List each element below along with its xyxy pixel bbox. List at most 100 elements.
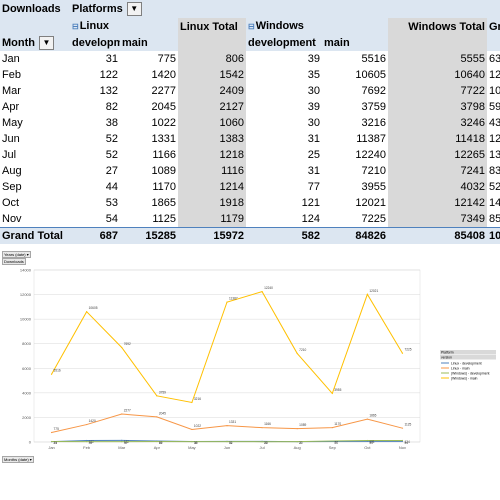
downloads-field-button[interactable]: Downloads: [2, 258, 26, 265]
linux-development-cell[interactable]: 31: [105, 53, 118, 65]
linux-main-cell[interactable]: 1170: [152, 181, 176, 193]
windows-main-cell[interactable]: 10605: [355, 69, 386, 81]
windows-main-cell[interactable]: 12240: [355, 149, 386, 161]
month-filter-button[interactable]: ▼: [38, 36, 54, 51]
windows-development-cell[interactable]: 35: [307, 69, 320, 81]
windows-development-cell[interactable]: 30: [307, 117, 320, 129]
month-cell[interactable]: Mar: [2, 85, 21, 97]
linux-total-cell[interactable]: 1116: [178, 163, 246, 179]
linux-development-cell[interactable]: 38: [105, 117, 118, 129]
years-field-button[interactable]: Years (date) ▾: [2, 251, 31, 258]
linux-main-cell[interactable]: 1865: [151, 197, 176, 209]
linux-development-cell[interactable]: 54: [105, 213, 118, 225]
windows-development-cell[interactable]: 39: [307, 53, 320, 65]
linux-main-cell[interactable]: 775: [157, 53, 176, 65]
windows-development-cell[interactable]: 31: [307, 165, 320, 177]
pivot-chart[interactable]: Years (date) ▾ Downloads Months (date) ▾…: [0, 250, 500, 470]
grand-total-cell[interactable]: 12801: [489, 133, 500, 145]
windows-main-cell[interactable]: 12021: [355, 197, 386, 209]
month-cell[interactable]: May: [2, 117, 23, 129]
months-field-button[interactable]: Months (date) ▾: [2, 456, 34, 463]
linux-development-cell[interactable]: 27: [105, 165, 118, 177]
collapse-icon[interactable]: ⊟: [72, 22, 79, 31]
windows-development-cell[interactable]: 30: [307, 85, 320, 97]
windows-development-cell[interactable]: 121: [301, 197, 320, 209]
windows-total-cell[interactable]: 4032: [388, 179, 487, 195]
linux-total-cell[interactable]: 2409: [178, 83, 246, 99]
linux-total-cell[interactable]: 1214: [178, 179, 246, 195]
month-cell[interactable]: Jul: [2, 149, 17, 161]
windows-main-cell[interactable]: 3216: [361, 117, 386, 129]
linux-group-header[interactable]: ⊟Linux: [70, 18, 178, 35]
grand-total-cell[interactable]: 14060: [489, 197, 500, 209]
linux-main-cell[interactable]: 1089: [151, 165, 176, 177]
grand-total-cell[interactable]: 8357: [489, 165, 500, 177]
month-cell[interactable]: Apr: [2, 101, 20, 113]
windows-development-cell[interactable]: 124: [301, 213, 320, 225]
windows-development-cell[interactable]: 77: [307, 181, 320, 193]
windows-total-cell[interactable]: 12265: [388, 147, 487, 163]
windows-total-cell[interactable]: 7241: [388, 163, 487, 179]
linux-total-cell[interactable]: 2127: [178, 99, 246, 115]
linux-total-cell[interactable]: 1060: [178, 115, 246, 131]
windows-total-cell[interactable]: 5555: [388, 51, 487, 67]
windows-development-cell[interactable]: 25: [307, 149, 320, 161]
windows-main-cell[interactable]: 7692: [361, 85, 386, 97]
windows-total-cell[interactable]: 7722: [388, 83, 487, 99]
grand-total-cell[interactable]: 5925: [489, 101, 500, 113]
grand-total-cell[interactable]: 10131: [489, 85, 500, 97]
linux-total-cell[interactable]: 1918: [178, 195, 246, 211]
collapse-icon[interactable]: ⊟: [248, 22, 255, 31]
linux-total-cell[interactable]: 1383: [178, 131, 246, 147]
windows-total-cell[interactable]: 7349: [388, 211, 487, 228]
grand-total-cell[interactable]: 8578: [489, 213, 500, 225]
windows-total-cell[interactable]: 3798: [388, 99, 487, 115]
linux-development-cell[interactable]: 52: [105, 133, 118, 145]
month-cell[interactable]: Jan: [2, 53, 20, 65]
windows-total-cell[interactable]: 12142: [388, 195, 487, 211]
linux-main-cell[interactable]: 1331: [151, 133, 176, 145]
month-cell[interactable]: Jun: [2, 133, 20, 145]
linux-main-cell[interactable]: 2045: [151, 101, 176, 113]
linux-main-cell[interactable]: 1166: [152, 149, 176, 161]
line-chart[interactable]: 0 2000 4000 6000 8000 10000 12000 14000 Jan Feb Ma…: [0, 264, 500, 469]
linux-main-cell[interactable]: 1420: [151, 69, 176, 81]
linux-main-cell[interactable]: 1125: [152, 213, 176, 225]
linux-development-cell[interactable]: 52: [105, 149, 118, 161]
windows-total-cell[interactable]: 3246: [388, 115, 487, 131]
linux-development-cell[interactable]: 82: [105, 101, 118, 113]
linux-total-cell[interactable]: 1179: [178, 211, 246, 228]
windows-main-cell[interactable]: 3759: [361, 101, 386, 113]
linux-main-cell[interactable]: 2277: [151, 85, 176, 97]
windows-total-cell[interactable]: 11418: [388, 131, 487, 147]
linux-total-cell[interactable]: 1542: [178, 67, 246, 83]
windows-main-cell[interactable]: 7210: [361, 165, 386, 177]
windows-group-header[interactable]: ⊟Windows: [246, 18, 388, 35]
month-cell[interactable]: Sep: [2, 181, 22, 193]
windows-main-cell[interactable]: 3955: [361, 181, 386, 193]
windows-total-cell[interactable]: 10640: [388, 67, 487, 83]
grand-total-cell[interactable]: 4306: [489, 117, 500, 129]
month-cell[interactable]: Oct: [2, 197, 20, 209]
windows-development-cell[interactable]: 39: [307, 101, 320, 113]
linux-development-cell[interactable]: 132: [99, 85, 118, 97]
grand-total-cell[interactable]: 5246: [489, 181, 500, 193]
windows-main-cell[interactable]: 7225: [361, 213, 386, 225]
linux-total-cell[interactable]: 806: [178, 51, 246, 67]
platforms-filter-button[interactable]: ▼: [126, 2, 142, 17]
month-cell[interactable]: Nov: [2, 213, 22, 225]
linux-total-cell[interactable]: 1218: [178, 147, 246, 163]
windows-main-cell[interactable]: 5516: [361, 53, 386, 65]
linux-main-cell[interactable]: 1022: [151, 117, 176, 129]
